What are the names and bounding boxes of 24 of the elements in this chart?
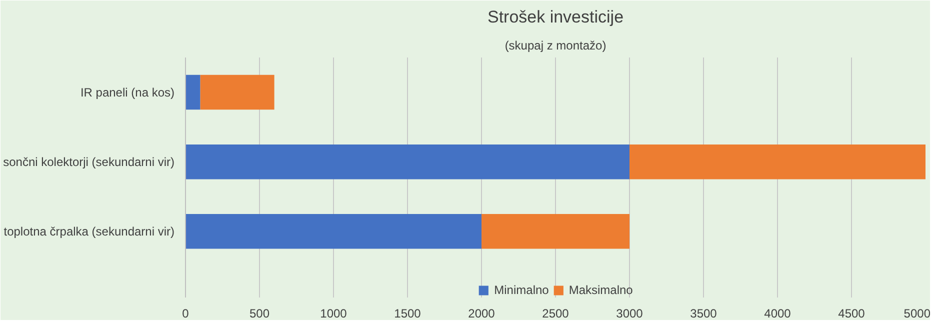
y-tick-label: toplotna črpalka (sekundarni vir) [4, 224, 175, 238]
x-tick-label: 2000 [468, 306, 496, 320]
bar [630, 144, 926, 180]
x-tick-label: 4000 [764, 306, 792, 320]
bar [200, 74, 274, 110]
y-tick-label: sončni kolektorji (sekundarni vir) [3, 154, 175, 169]
chart-title: Strošek investicije [487, 8, 624, 26]
bar [186, 214, 482, 249]
x-tick-label: 3000 [616, 306, 644, 320]
chart-subtitle: (skupaj z montažo) [504, 38, 606, 52]
x-tick-label: 1500 [394, 306, 422, 320]
y-tick-label: IR paneli (na kos) [80, 85, 175, 100]
x-tick-label: 1000 [320, 306, 348, 320]
legend-label: Maksimalno [568, 283, 633, 297]
x-tick-label: 4500 [838, 306, 866, 320]
bar [482, 214, 630, 249]
bar [186, 74, 200, 110]
x-tick-label: 2500 [542, 306, 570, 320]
x-tick-label: 3500 [690, 306, 718, 320]
legend-label: Minimalno [494, 283, 549, 297]
bar [186, 144, 630, 180]
x-tick-label: 0 [182, 306, 190, 320]
x-tick-label: 500 [249, 306, 270, 320]
x-tick-label: 5000 [904, 306, 931, 320]
